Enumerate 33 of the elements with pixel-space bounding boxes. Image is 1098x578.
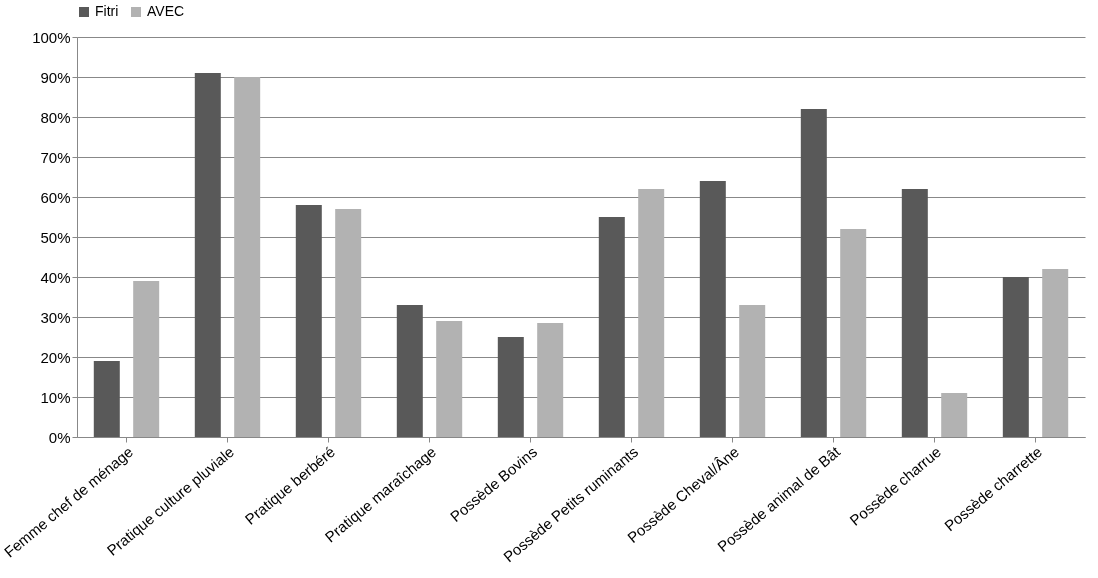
bar <box>901 189 928 437</box>
bar <box>234 77 261 437</box>
legend-label: Fitri <box>95 3 119 19</box>
bar <box>638 189 665 437</box>
bar <box>335 209 362 437</box>
bar <box>194 73 221 437</box>
bar <box>800 109 827 437</box>
y-tick-label: 30% <box>40 308 71 326</box>
y-tick-label: 10% <box>40 388 71 406</box>
y-tick-label: 90% <box>40 68 71 86</box>
bar <box>93 361 120 437</box>
bar <box>941 393 968 437</box>
bar <box>598 217 625 437</box>
legend-label: AVEC <box>147 3 185 19</box>
bar <box>537 323 564 437</box>
bar <box>1042 269 1069 437</box>
bar <box>295 205 322 437</box>
bar <box>699 181 726 437</box>
bar <box>840 229 867 437</box>
bar <box>739 305 766 437</box>
bar <box>436 321 463 437</box>
y-tick-label: 0% <box>48 428 71 446</box>
y-tick-label: 20% <box>40 348 71 366</box>
bar <box>497 337 524 437</box>
y-tick-label: 50% <box>40 228 71 246</box>
y-tick-label: 40% <box>40 268 71 286</box>
bar <box>1002 277 1029 437</box>
y-tick-label: 80% <box>40 108 71 126</box>
y-tick-label: 100% <box>32 28 71 46</box>
bar <box>133 281 160 437</box>
bar <box>396 305 423 437</box>
y-tick-label: 60% <box>40 188 71 206</box>
y-tick-label: 70% <box>40 148 71 166</box>
